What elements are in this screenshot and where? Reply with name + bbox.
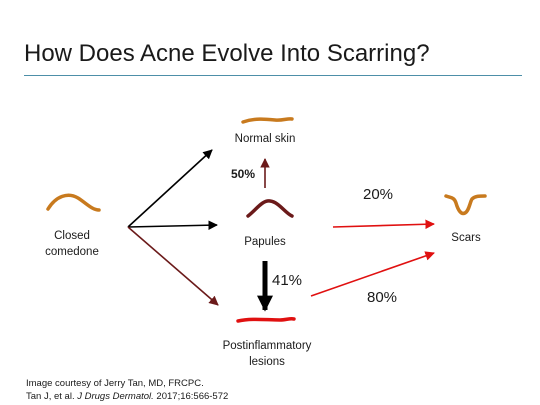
image-credit: Image courtesy of Jerry Tan, MD, FRCPC. [26,378,204,389]
node-label-postinflammatory-line1: Postinflammatory [222,340,312,352]
scar-curve [444,194,487,216]
percent-papules-to-normal: 50% [231,167,256,181]
slide-title: How Does Acne Evolve Into Scarring? [24,40,430,67]
citation-authors: Tan J, et al. [26,391,78,402]
arrow-comedone-to-papules [127,220,218,230]
title-divider [24,75,522,76]
arrow-comedone-to-normal [127,149,213,228]
citation-details: 2017;16:566-572 [153,391,229,402]
percent-postinflammatory-to-scars: 80% [367,289,398,306]
node-label-postinflammatory-line2: lesions [249,356,285,368]
citation: Tan J, et al. J Drugs Dermatol. 2017;16:… [26,391,228,402]
percent-papules-to-postinflammatory: 41% [272,272,303,289]
node-label-closed-line1: Closed [54,230,90,242]
arrow-comedone-to-postinflammatory [127,226,219,306]
node-label-closed-line2: comedone [45,246,99,258]
arrow-papules-to-scars [332,219,435,230]
percent-papules-to-scars: 20% [363,186,394,203]
node-label-papules: Papules [244,236,286,248]
citation-journal: J Drugs Dermatol. [77,391,154,402]
lesion-curve [236,316,296,323]
node-label-normal-skin: Normal skin [234,133,296,145]
normal-skin-curve [241,117,294,124]
node-label-scars: Scars [451,232,481,244]
arrow-postinflammatory-to-scars [310,251,435,297]
papule-curve [246,199,294,218]
closed-comedone-curve [46,193,101,212]
